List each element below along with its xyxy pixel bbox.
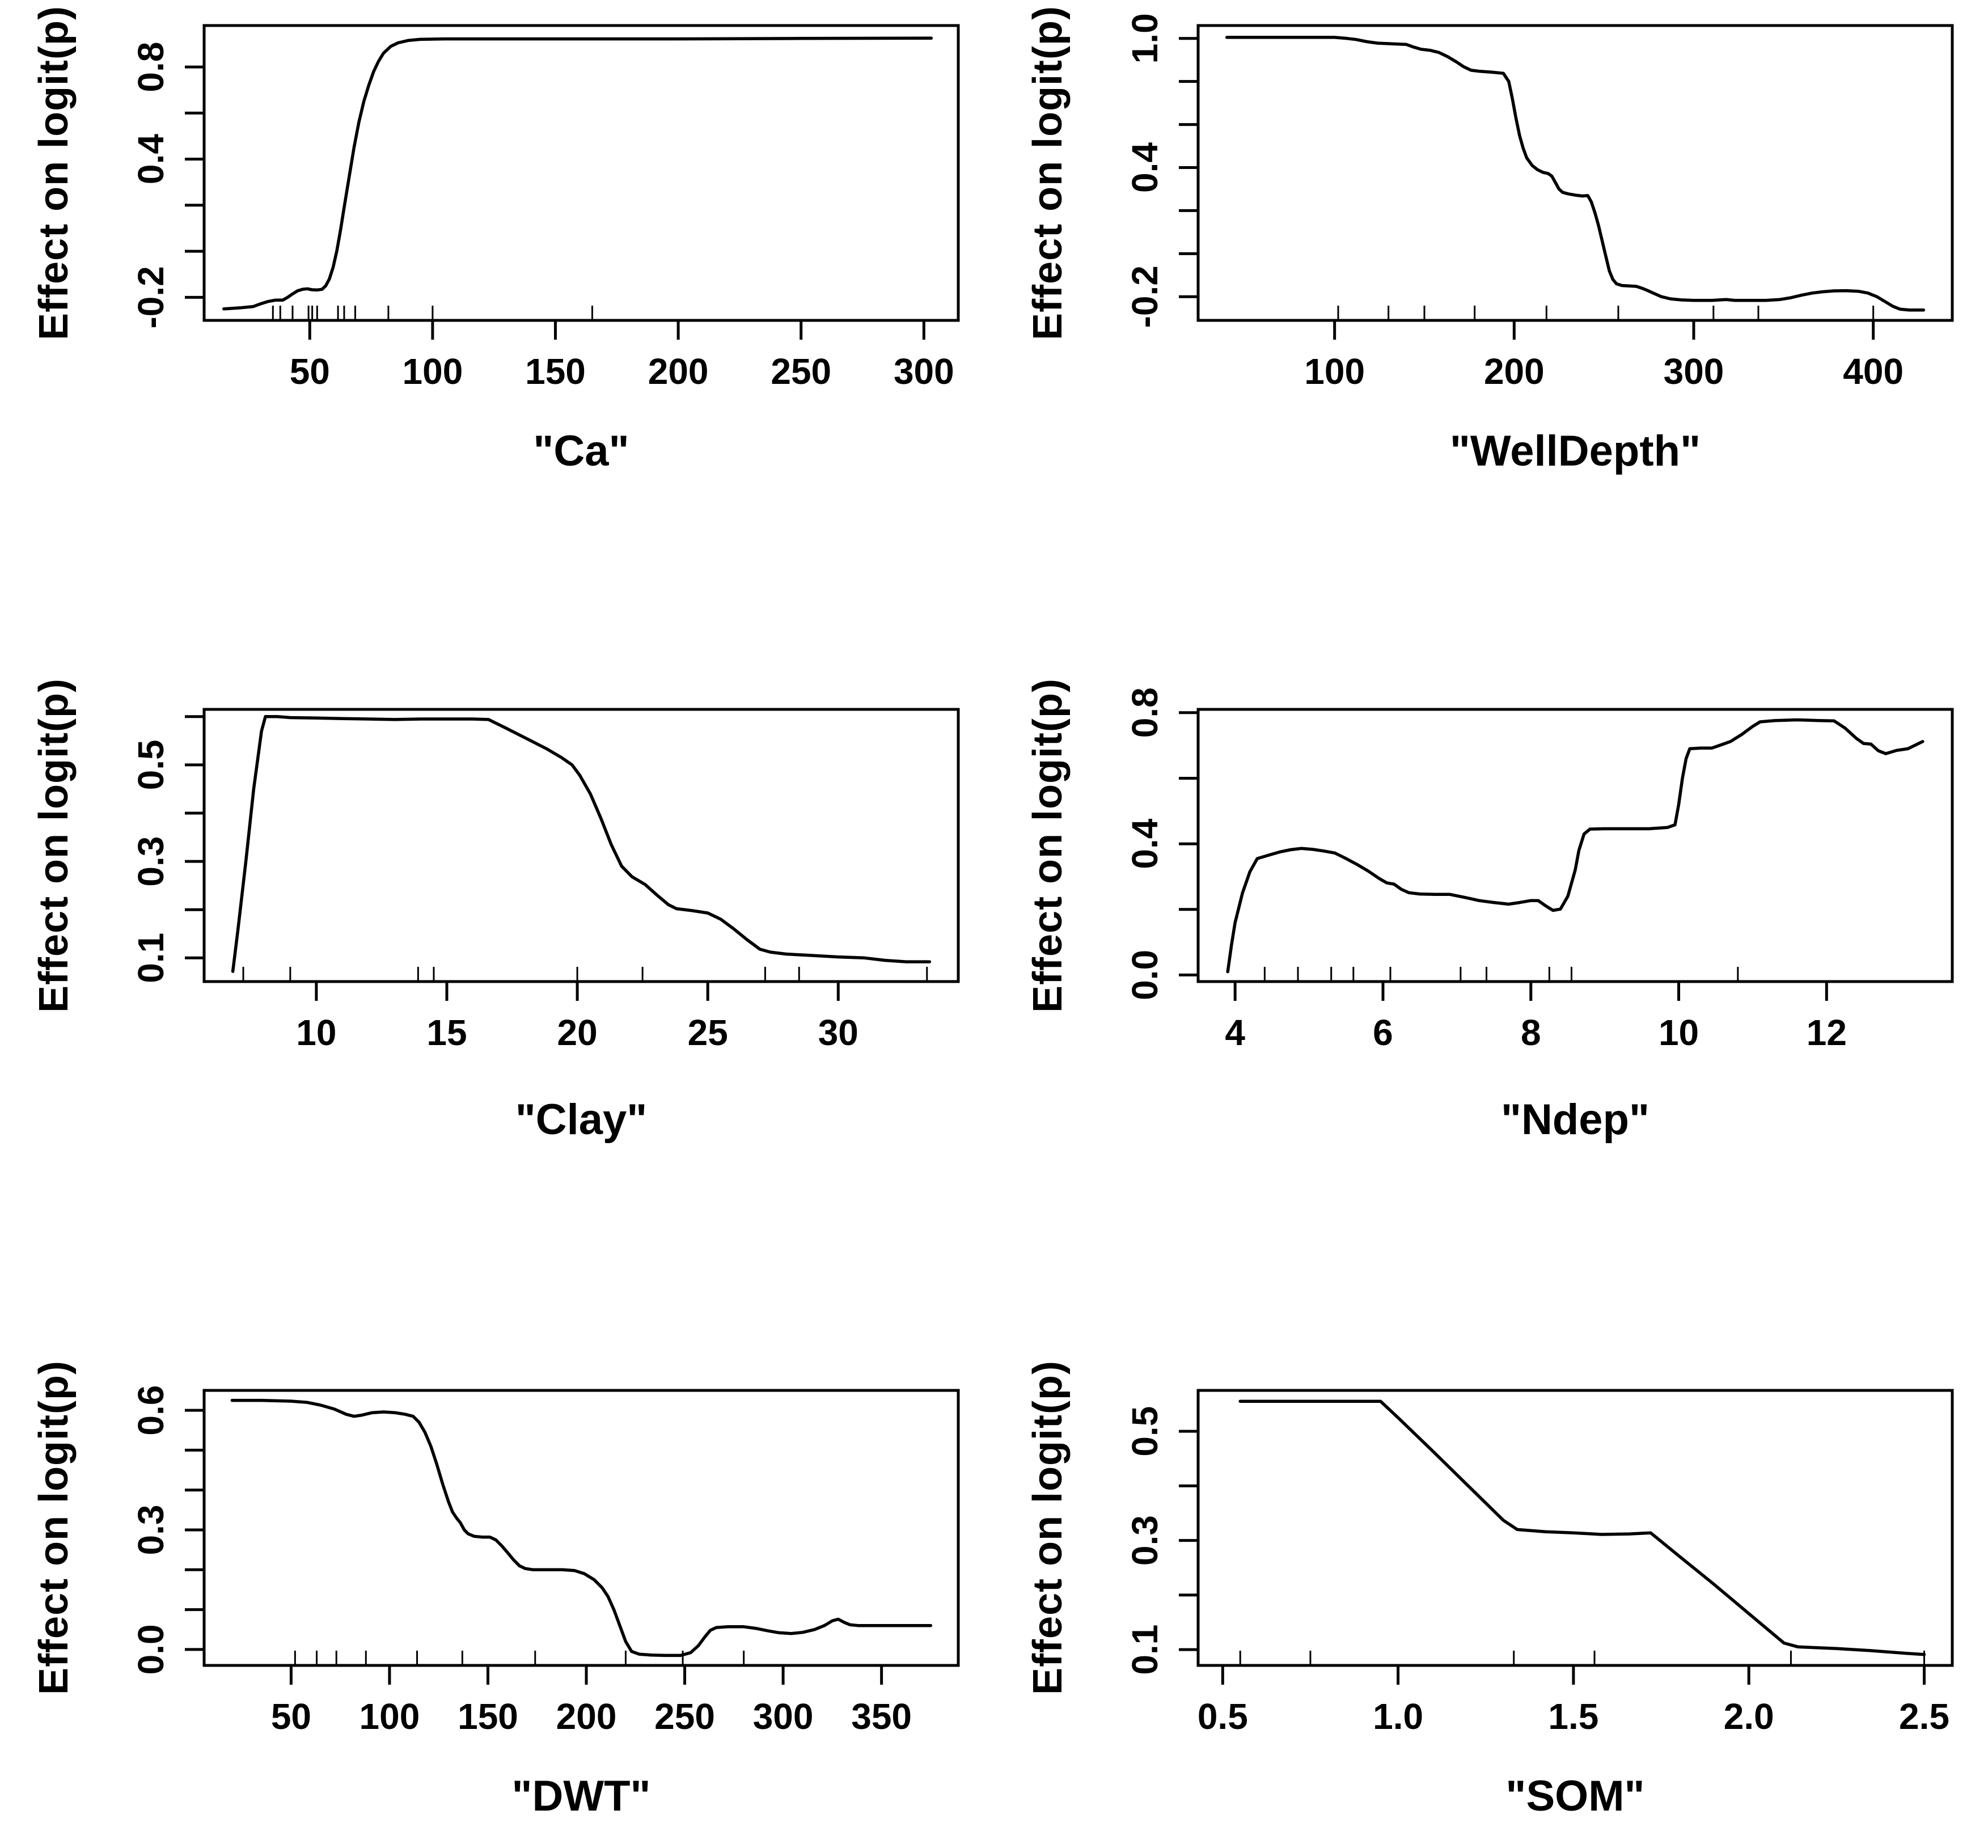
- x-tick-label: 50: [271, 1696, 311, 1737]
- y-tick-label: 0.1: [1124, 1625, 1165, 1675]
- x-axis-title: "Clay": [515, 1096, 648, 1144]
- y-tick-label: 0.3: [130, 1505, 171, 1555]
- plot-border: [1196, 24, 1954, 322]
- x-axis-title: "Ca": [533, 427, 629, 475]
- x-tick-label: 1.0: [1373, 1696, 1423, 1737]
- x-tick-label: 200: [556, 1696, 617, 1737]
- x-tick-label: 10: [1659, 1012, 1699, 1053]
- x-tick-label: 100: [359, 1696, 420, 1737]
- y-tick-label: 0.0: [1124, 950, 1165, 1000]
- x-tick-label: 300: [753, 1696, 814, 1737]
- plot-border: [1196, 1389, 1954, 1667]
- dwt-line-chart: 50 100 150 200 250 300 350 0.0 0.3 0.6: [130, 1385, 960, 1737]
- plot-border: [202, 708, 960, 983]
- y-tick-label: 0.3: [130, 836, 171, 887]
- x-axis-title: "Ndep": [1500, 1096, 1650, 1144]
- x-tick-label: 2.0: [1724, 1696, 1774, 1737]
- y-tick-label: 0.4: [1124, 142, 1165, 193]
- plot-border: [202, 24, 960, 322]
- effect-curve: [222, 36, 933, 311]
- y-tick-label: -0.2: [130, 266, 171, 328]
- y-tick-label: 0.0: [130, 1624, 171, 1674]
- x-tick-label: 8: [1521, 1012, 1541, 1053]
- welldepth-line-chart: 100 200 300 400 -0.2 0.4 1.0: [1124, 13, 1954, 392]
- x-tick-label: 350: [851, 1696, 912, 1737]
- effect-curve: [1238, 1399, 1926, 1656]
- x-tick-label: 200: [1484, 351, 1545, 392]
- x-tick-label: 100: [403, 351, 463, 392]
- x-tick-label: 250: [654, 1696, 715, 1737]
- x-tick-label: 400: [1843, 351, 1904, 392]
- y-tick-label: 0.4: [1124, 818, 1165, 869]
- x-axis-title: "SOM": [1505, 1772, 1645, 1820]
- x-tick-label: 4: [1225, 1012, 1245, 1053]
- y-tick-label: 0.5: [1124, 1406, 1165, 1457]
- x-tick-label: 2.5: [1899, 1696, 1949, 1737]
- y-axis-title: Effect on logit(p): [1025, 1360, 1071, 1695]
- x-tick-label: 1.5: [1548, 1696, 1598, 1737]
- ndep-line-chart: 4 6 8 10 12 0.0 0.4 0.8: [1124, 687, 1954, 1053]
- effect-curve: [230, 1398, 933, 1657]
- panel-som: 0.5 1.0 1.5 2.0 2.5 0.1 0.3 0.5 Effect on logit…: [994, 1232, 1988, 1848]
- som-line-chart: 0.5 1.0 1.5 2.0 2.5 0.1 0.3 0.5: [1124, 1389, 1954, 1737]
- x-tick-label: 12: [1807, 1012, 1847, 1053]
- effect-curve: [1226, 718, 1924, 974]
- x-tick-label: 200: [648, 351, 709, 392]
- x-tick-label: 6: [1373, 1012, 1393, 1053]
- x-tick-label: 15: [426, 1012, 467, 1053]
- panel-welldepth: 100 200 300 400 -0.2 0.4 1.0 Effect on logit(p…: [994, 0, 1988, 616]
- x-tick-label: 10: [296, 1012, 336, 1053]
- y-tick-label: 0.6: [130, 1385, 171, 1436]
- x-tick-label: 150: [525, 351, 586, 392]
- plot-border: [202, 1389, 960, 1667]
- y-tick-label: 0.8: [1124, 687, 1165, 738]
- y-tick-label: 0.5: [130, 739, 171, 790]
- x-tick-label: 150: [458, 1696, 518, 1737]
- panel-ca: 50 100 150 200 250 300 -0.2 0.4 0.8 Effect on lo…: [0, 0, 994, 616]
- y-tick-label: 0.1: [130, 933, 171, 983]
- effect-curve: [231, 715, 932, 973]
- y-tick-label: 0.8: [130, 42, 171, 92]
- panel-clay: 10 15 20 25 30 0.1 0.3 0.5 Effect on logit(p) "…: [0, 616, 994, 1232]
- x-tick-label: 300: [1664, 351, 1724, 392]
- y-tick-label: 0.3: [1124, 1515, 1165, 1566]
- x-tick-label: 250: [771, 351, 831, 392]
- x-tick-label: 0.5: [1198, 1696, 1248, 1737]
- y-axis-title: Effect on logit(p): [1025, 678, 1071, 1013]
- clay-line-chart: 10 15 20 25 30 0.1 0.3 0.5: [130, 708, 960, 1053]
- x-tick-label: 100: [1304, 351, 1365, 392]
- x-tick-label: 30: [818, 1012, 858, 1053]
- y-tick-label: 0.4: [130, 134, 171, 184]
- y-axis-title: Effect on logit(p): [31, 678, 77, 1013]
- y-axis-title: Effect on logit(p): [31, 1360, 77, 1695]
- x-tick-label: 20: [557, 1012, 598, 1053]
- x-tick-label: 50: [290, 351, 330, 392]
- panel-dwt: 50 100 150 200 250 300 350 0.0 0.3 0.6 Effect on …: [0, 1232, 994, 1848]
- y-tick-label: -0.2: [1124, 265, 1165, 328]
- y-axis-title: Effect on logit(p): [31, 6, 77, 340]
- y-tick-label: 1.0: [1124, 13, 1165, 64]
- panel-ndep: 4 6 8 10 12 0.0 0.4 0.8 Effect on logit(p) "Nde…: [994, 616, 1988, 1232]
- ca-line-chart: 50 100 150 200 250 300 -0.2 0.4 0.8: [130, 24, 960, 392]
- effect-curve: [1225, 36, 1926, 312]
- x-tick-label: 25: [688, 1012, 728, 1053]
- x-axis-title: "WellDepth": [1449, 427, 1701, 475]
- y-axis-title: Effect on logit(p): [1025, 6, 1071, 340]
- x-tick-label: 300: [894, 351, 954, 392]
- x-axis-title: "DWT": [511, 1772, 651, 1820]
- plot-border: [1196, 708, 1954, 983]
